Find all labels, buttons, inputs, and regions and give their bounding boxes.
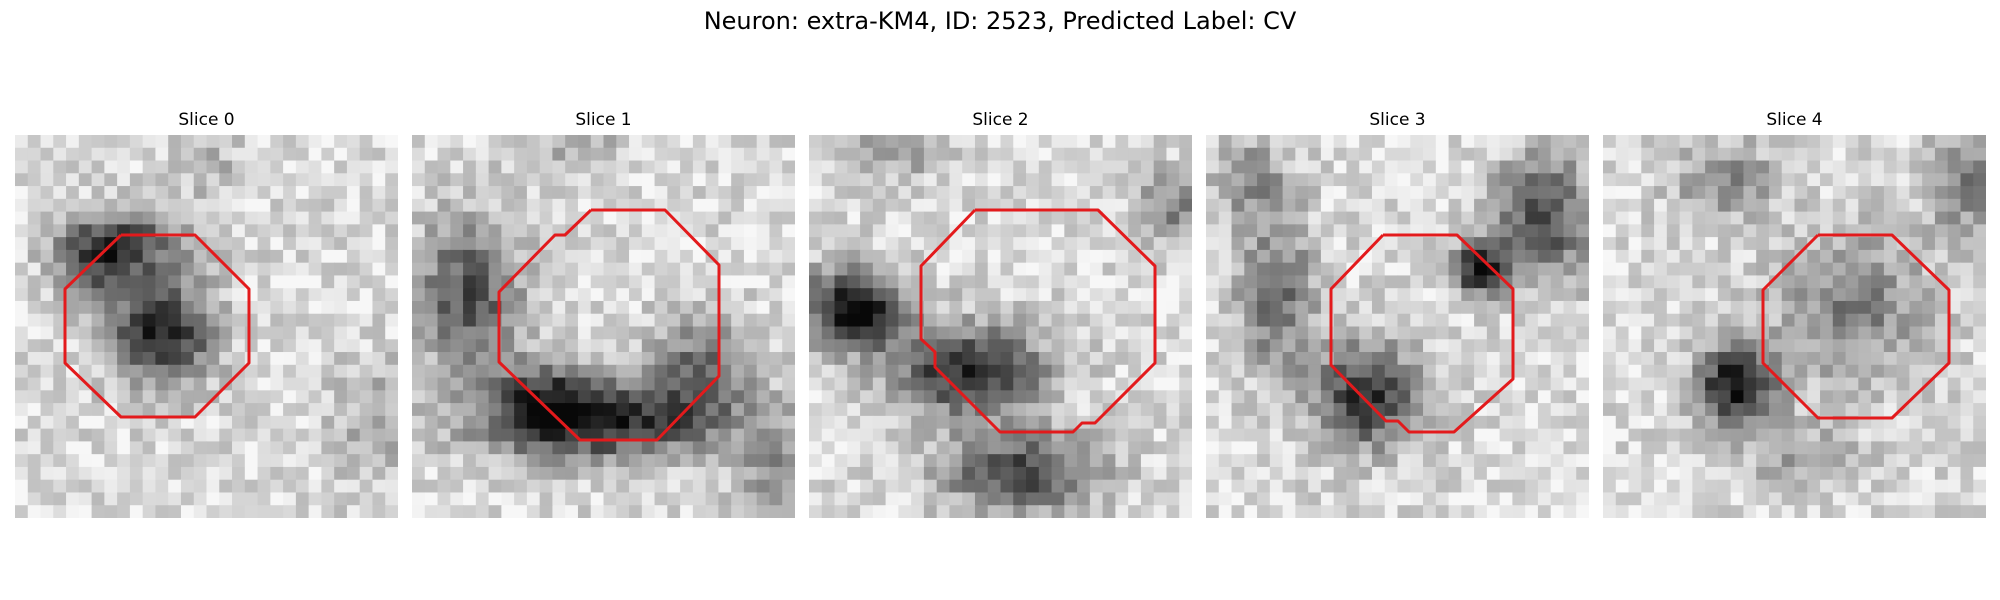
- slice-1-outline: [497, 208, 721, 442]
- slice-0-title: Slice 0: [178, 110, 235, 130]
- slice-2-title: Slice 2: [972, 110, 1029, 130]
- slice-panel-4: Slice 4: [1603, 108, 1986, 520]
- slice-2-outline: [919, 208, 1157, 434]
- slice-3-image: [1206, 135, 1589, 518]
- slice-1-image: [412, 135, 795, 518]
- slice-3-title: Slice 3: [1369, 110, 1426, 130]
- slice-3-outline: [1329, 233, 1515, 434]
- slice-2-image: [809, 135, 1192, 518]
- slice-4-title: Slice 4: [1766, 110, 1823, 130]
- slice-panel-3: Slice 3: [1206, 108, 1589, 520]
- slice-1-title: Slice 1: [575, 110, 632, 130]
- slice-0-outline: [63, 233, 251, 419]
- slice-0-image: [15, 135, 398, 518]
- slice-panel-2: Slice 2: [809, 108, 1192, 520]
- slice-4-outline: [1761, 233, 1951, 420]
- slice-panel-1: Slice 1: [412, 108, 795, 520]
- figure-title: Neuron: extra-KM4, ID: 2523, Predicted L…: [703, 7, 1297, 35]
- slice-4-image: [1603, 135, 1986, 518]
- slice-panel-0: Slice 0: [15, 108, 398, 520]
